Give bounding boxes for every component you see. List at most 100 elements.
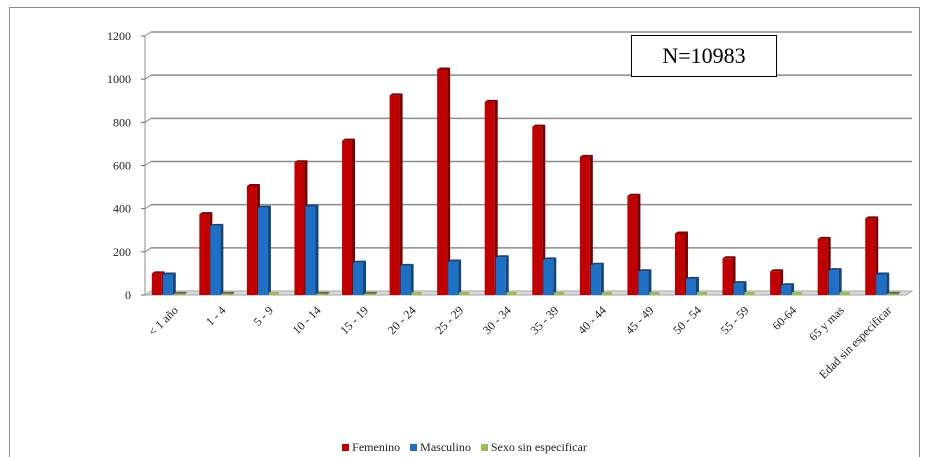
bar-0 bbox=[246, 186, 257, 295]
bar-side-1 bbox=[315, 204, 319, 295]
bar-side-0 bbox=[589, 154, 593, 295]
bar-0 bbox=[151, 273, 162, 295]
y-tick-label: 600 bbox=[113, 159, 131, 173]
chart-legend: Femenino Masculino Sexo sin especificar bbox=[0, 440, 929, 455]
x-tick-label: 1 - 4 bbox=[203, 303, 228, 328]
bar-top-0 bbox=[674, 231, 688, 234]
bar-1 bbox=[733, 283, 744, 295]
sample-size-text: N=10983 bbox=[662, 43, 746, 68]
bar-top-0 bbox=[865, 216, 879, 219]
legend-label-masculino: Masculino bbox=[420, 440, 471, 454]
bar-1 bbox=[876, 274, 887, 295]
bar-0 bbox=[674, 233, 685, 295]
bar-1 bbox=[448, 261, 459, 295]
bar-top-0 bbox=[151, 271, 165, 274]
bar-top-1 bbox=[400, 263, 414, 266]
bar-0 bbox=[722, 258, 733, 295]
x-tick-label: 60-64 bbox=[770, 303, 800, 333]
bar-top-1 bbox=[638, 269, 652, 272]
bar-side-1 bbox=[886, 272, 890, 295]
legend-swatch-masculino bbox=[410, 444, 418, 451]
x-tick-label: 50 - 54 bbox=[670, 303, 704, 337]
gridline-diag bbox=[144, 31, 152, 37]
bar-1 bbox=[495, 257, 506, 295]
y-tick-label: 200 bbox=[113, 245, 131, 259]
bar-1 bbox=[781, 285, 792, 295]
gridline-diag bbox=[144, 117, 152, 123]
bar-top-0 bbox=[579, 154, 593, 157]
x-tick-label: 65 y mas bbox=[806, 303, 847, 344]
bar-side-1 bbox=[838, 268, 842, 295]
x-tick-label: 15 - 19 bbox=[337, 303, 371, 337]
bar-top-0 bbox=[389, 93, 403, 96]
bar-1 bbox=[257, 207, 268, 295]
bar-side-1 bbox=[505, 255, 509, 295]
bar-top-1 bbox=[210, 223, 224, 226]
bar-side-1 bbox=[648, 269, 652, 295]
bar-side-1 bbox=[553, 257, 557, 295]
bar-1 bbox=[828, 270, 839, 295]
bar-1 bbox=[590, 264, 601, 295]
bar-top-0 bbox=[722, 256, 736, 259]
bar-2 bbox=[364, 293, 375, 295]
bar-side-1 bbox=[410, 263, 414, 295]
bar-2 bbox=[506, 292, 517, 295]
gridline-diag bbox=[144, 74, 152, 80]
bar-0 bbox=[294, 162, 305, 295]
bar-0 bbox=[770, 271, 781, 295]
chart-frame bbox=[9, 7, 920, 457]
y-tick-label: 1000 bbox=[107, 72, 131, 86]
bar-side-1 bbox=[363, 260, 367, 295]
bar-side-2 bbox=[897, 291, 901, 295]
bar-top-1 bbox=[162, 272, 176, 275]
bar-top-1 bbox=[876, 272, 890, 275]
bar-side-2 bbox=[374, 291, 378, 295]
bar-0 bbox=[627, 195, 638, 295]
bar-0 bbox=[199, 214, 210, 295]
bar-top-2 bbox=[173, 291, 187, 294]
legend-swatch-femenino bbox=[342, 444, 350, 451]
bar-side-1 bbox=[220, 223, 224, 295]
bar-2 bbox=[459, 292, 470, 295]
x-tick-label: 45 - 49 bbox=[623, 303, 657, 337]
bar-1 bbox=[543, 259, 554, 295]
bar-top-1 bbox=[781, 283, 795, 286]
bar-chart: 0 200 400 600 800 1000 1200 < 1 año 1 - 4 5 - 9 10… bbox=[107, 29, 914, 381]
bar-1 bbox=[305, 206, 316, 295]
bar-2 bbox=[554, 292, 565, 295]
gridline-diag bbox=[144, 161, 152, 166]
bar-2 bbox=[696, 292, 707, 295]
x-tick-label: 20 - 24 bbox=[385, 303, 419, 337]
bar-top-2 bbox=[221, 291, 235, 294]
bar-side-2 bbox=[231, 291, 235, 295]
bar-side-0 bbox=[542, 124, 546, 296]
bar-0 bbox=[532, 126, 543, 296]
bar-side-0 bbox=[447, 67, 451, 296]
bar-top-0 bbox=[532, 124, 546, 127]
bar-top-0 bbox=[627, 193, 641, 196]
bar-side-0 bbox=[399, 93, 403, 296]
x-tick-label: 55 - 59 bbox=[718, 303, 752, 337]
bar-1 bbox=[162, 274, 173, 295]
legend-item-masculino: Masculino bbox=[410, 440, 471, 455]
legend-item-femenino: Femenino bbox=[342, 440, 400, 455]
legend-label-sin-especificar: Sexo sin especificar bbox=[490, 440, 587, 454]
legend-label-femenino: Femenino bbox=[352, 440, 401, 454]
bar-side-2 bbox=[326, 291, 330, 295]
y-tick-label: 0 bbox=[125, 288, 131, 302]
x-tick-label: 40 - 44 bbox=[575, 303, 609, 337]
bar-top-0 bbox=[437, 67, 451, 70]
bar-0 bbox=[865, 218, 876, 295]
x-tick-label: 25 - 29 bbox=[432, 303, 466, 337]
x-tick-label: 35 - 39 bbox=[527, 303, 561, 337]
bar-side-1 bbox=[743, 281, 747, 295]
bar-0 bbox=[342, 140, 353, 295]
bar-top-1 bbox=[448, 259, 462, 262]
bar-2 bbox=[744, 292, 755, 295]
bar-top-0 bbox=[770, 269, 784, 272]
bar-side-1 bbox=[458, 259, 462, 295]
bar-2 bbox=[601, 292, 612, 295]
gridline-diag bbox=[144, 247, 152, 253]
bar-0 bbox=[437, 69, 448, 296]
bar-top-0 bbox=[817, 236, 831, 239]
